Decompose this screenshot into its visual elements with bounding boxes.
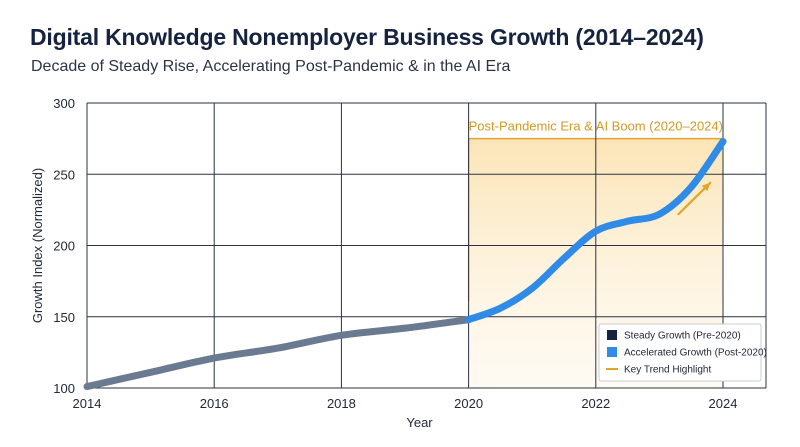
y-tick-label: 100 (53, 381, 75, 396)
x-tick-label: 2016 (200, 396, 229, 411)
legend-label: Steady Growth (Pre-2020) (624, 331, 741, 342)
legend-label: Key Trend Highlight (624, 365, 711, 376)
highlight-label: Post-Pandemic Era & AI Boom (2020–2024) (469, 119, 723, 134)
legend-swatch (607, 330, 617, 340)
legend-label: Accelerated Growth (Post-2020) (624, 348, 767, 359)
x-tick-label: 2020 (454, 396, 483, 411)
tick-labels: 2014 2016 2018 2020 2022 2024 100 150 200 250 300 (53, 96, 737, 411)
x-tick-label: 2018 (327, 396, 356, 411)
legend: Steady Growth (Pre-2020) Accelerated Grow… (598, 323, 767, 382)
y-tick-label: 300 (53, 96, 75, 111)
accelerated-growth-line (465, 137, 727, 324)
trend-arrow-head (701, 182, 711, 192)
y-tick-label: 200 (53, 239, 75, 254)
legend-box (598, 323, 762, 382)
x-axis-label: Year (406, 415, 433, 430)
chart-title: Digital Knowledge Nonemployer Business G… (30, 24, 704, 50)
chart-subtitle: Decade of Steady Rise, Accelerating Post… (31, 58, 511, 75)
steady-growth-line (83, 316, 473, 391)
x-tick-label: 2024 (709, 396, 738, 411)
grid (86, 102, 767, 389)
y-tick-label: 150 (53, 310, 75, 325)
x-tick-label: 2014 (73, 396, 102, 411)
y-tick-label: 250 (53, 167, 75, 182)
legend-swatch (607, 347, 617, 357)
series-group (83, 137, 727, 391)
y-axis-label: Growth Index (Normalized) (30, 168, 45, 323)
x-tick-label: 2022 (581, 396, 610, 411)
annotation-group: Post-Pandemic Era & AI Boom (2020–2024) (469, 119, 723, 216)
